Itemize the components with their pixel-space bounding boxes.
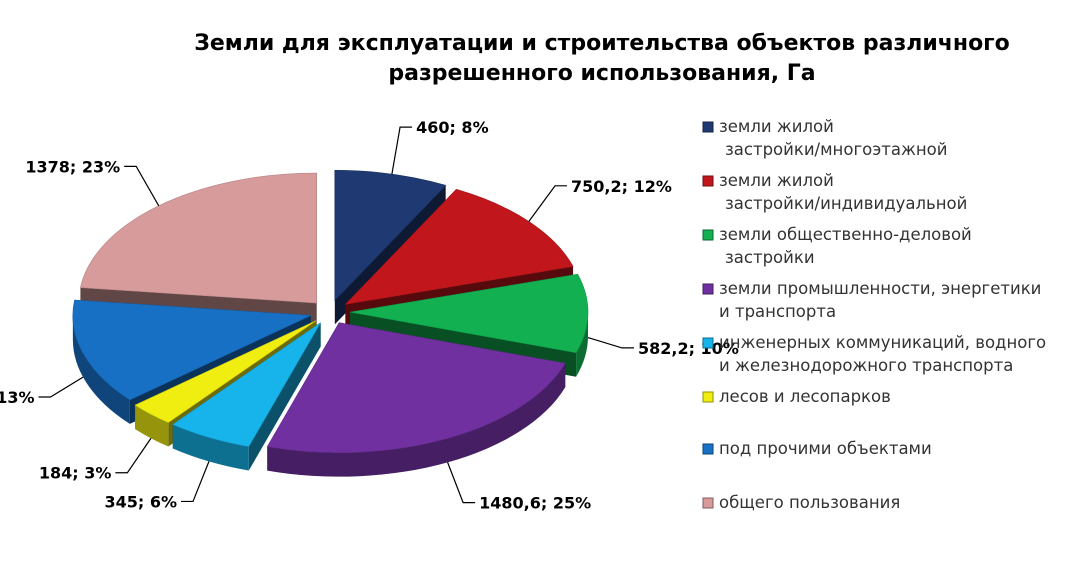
legend-item-7: под прочими объектами: [702, 439, 932, 458]
legend-label-4-line-2: и транспорта: [719, 302, 836, 321]
legend-swatch-8: [702, 497, 714, 509]
legend-item-5: инженерных коммуникаций, водного и железн…: [702, 333, 1046, 375]
data-label-2: 750,2; 12%: [571, 177, 672, 196]
legend-item-4: земли промышленности, энергетики и трансп…: [702, 279, 1041, 321]
leader-line-5: [181, 461, 210, 503]
leader-line-2: [528, 185, 568, 222]
legend-label-1-line-1: земли жилой: [719, 117, 834, 136]
pie-slice-4: [266, 322, 566, 477]
data-label-6: 184; 3%: [39, 464, 112, 483]
legend-swatch-2: [702, 175, 714, 187]
legend-label-3-line-1: земли общественно-деловой: [719, 225, 972, 244]
legend-label-8-line-1: общего пользования: [719, 493, 900, 512]
data-label-4: 1480,6; 25%: [479, 494, 591, 513]
leader-line-3: [587, 336, 634, 349]
chart-title-line-2: разрешенного использования, Га: [388, 61, 815, 86]
leader-line-1: [391, 126, 413, 175]
data-label-8: 1378; 23%: [25, 157, 120, 176]
data-labels: 460; 8% 750,2; 12% 582,2; 10% 1480,6; 25% 34…: [0, 118, 739, 513]
pie-slice-5: [172, 322, 321, 471]
legend-swatch-7: [702, 443, 714, 455]
leader-line-8: [124, 165, 160, 207]
pie-slices: [72, 170, 589, 477]
legend-label-4-line-1: земли промышленности, энергетики: [719, 279, 1041, 298]
legend-swatch-3: [702, 229, 714, 241]
legend-label-1-line-2: застройки/многоэтажной: [725, 140, 947, 159]
legend-label-5-line-1: инженерных коммуникаций, водного: [719, 333, 1046, 352]
legend-item-6: лесов и лесопарков: [702, 387, 891, 406]
data-label-1: 460; 8%: [416, 118, 489, 137]
legend-item-8: общего пользования: [702, 493, 900, 512]
legend-label-2-line-2: застройки/индивидуальной: [725, 194, 967, 213]
data-label-5: 345; 6%: [104, 492, 177, 511]
legend-label-3-line-2: застройки: [725, 248, 815, 267]
leader-line-6: [115, 437, 152, 474]
legend-item-2: земли жилой застройки/индивидуальной: [702, 171, 967, 213]
legend-item-3: земли общественно-деловой застройки: [702, 225, 972, 267]
legend-swatch-6: [702, 391, 714, 403]
chart-title-line-1: Земли для эксплуатации и строительства о…: [194, 31, 1010, 56]
legend-item-1: земли жилой застройки/многоэтажной: [702, 117, 947, 159]
legend-swatch-4: [702, 283, 714, 295]
legend-swatch-5: [702, 337, 714, 349]
legend-label-7-line-1: под прочими объектами: [719, 439, 932, 458]
legend-label-5-line-2: и железнодорожного транспорта: [719, 356, 1013, 375]
legend-label-6-line-1: лесов и лесопарков: [719, 387, 891, 406]
data-label-7: 784; 13%: [0, 388, 35, 407]
leader-line-7: [38, 376, 84, 398]
leader-line-4: [447, 462, 476, 504]
data-label-3: 582,2; 10%: [638, 339, 739, 358]
legend-label-2-line-1: земли жилой: [719, 171, 834, 190]
legend-swatch-1: [702, 121, 714, 133]
